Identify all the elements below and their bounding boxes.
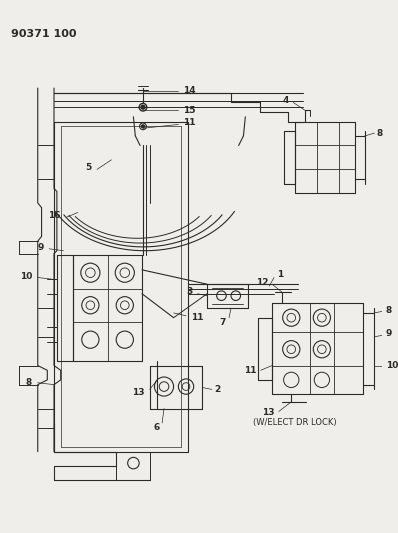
Text: 5: 5 [85,163,91,172]
Text: 6: 6 [154,423,160,432]
Text: 1: 1 [277,270,283,279]
Text: 9: 9 [37,244,43,252]
Circle shape [142,125,144,128]
Text: 90371 100: 90371 100 [11,29,76,39]
Text: 3: 3 [187,287,193,296]
Text: 15: 15 [183,106,196,115]
Text: 11: 11 [191,313,203,322]
Text: (W/ELECT DR LOCK): (W/ELECT DR LOCK) [253,418,337,427]
Text: 14: 14 [183,86,196,95]
Text: 4: 4 [283,96,289,105]
Circle shape [141,106,145,109]
Text: 13: 13 [133,388,145,397]
Text: 9: 9 [386,329,392,338]
Text: 10: 10 [20,272,32,281]
Text: 12: 12 [256,278,268,287]
Text: 11: 11 [183,118,196,127]
Text: 2: 2 [215,385,221,394]
Text: 8: 8 [26,378,32,387]
Text: 8: 8 [377,128,382,138]
Text: 16: 16 [48,211,61,220]
Text: 10: 10 [386,361,398,370]
Text: 11: 11 [244,366,257,375]
Text: 13: 13 [263,408,275,417]
Text: 7: 7 [220,318,226,327]
Text: 8: 8 [386,305,392,314]
